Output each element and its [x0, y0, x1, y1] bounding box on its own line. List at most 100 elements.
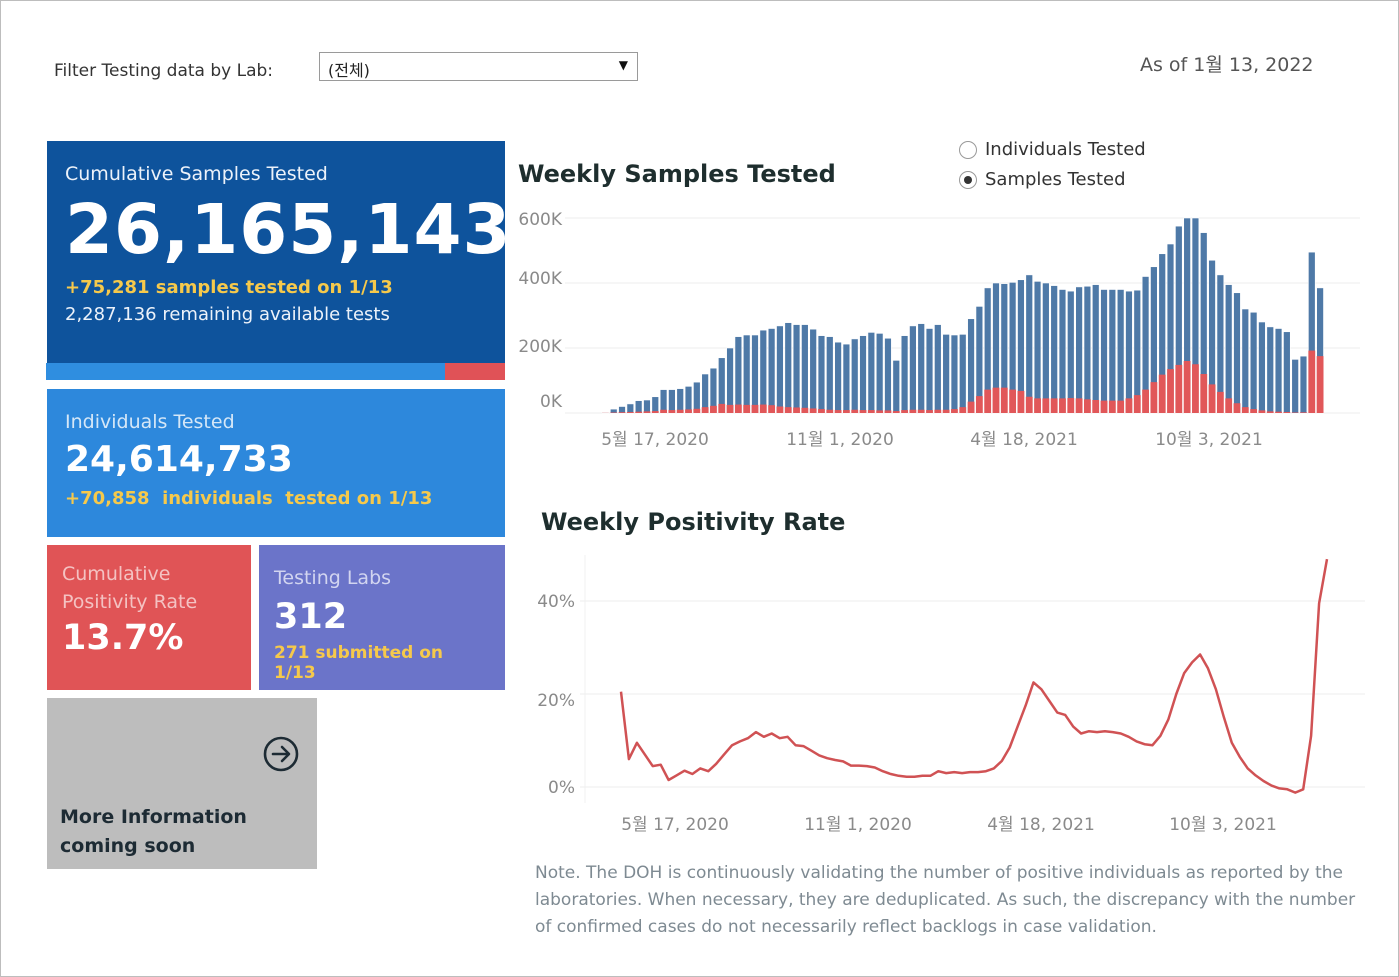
samples-bar[interactable] [1233, 292, 1241, 414]
positive-bar[interactable] [743, 404, 751, 413]
samples-bar[interactable] [875, 333, 884, 414]
samples-bar[interactable] [851, 338, 859, 414]
positive-bar[interactable] [1059, 398, 1066, 413]
samples-bar[interactable] [900, 335, 909, 414]
positive-bar[interactable] [843, 410, 850, 413]
positive-bar[interactable] [793, 407, 800, 413]
positive-bar[interactable] [909, 409, 917, 413]
positive-bar[interactable] [685, 409, 692, 413]
positive-bar[interactable] [776, 406, 784, 414]
positive-bar[interactable] [917, 409, 925, 413]
samples-bar[interactable] [801, 324, 809, 414]
dropdown-arrow-icon[interactable]: ▼ [618, 58, 628, 72]
samples-bar[interactable] [1075, 286, 1083, 414]
samples-bar[interactable] [1283, 331, 1291, 414]
positive-bar[interactable] [1308, 350, 1316, 413]
positive-bar[interactable] [626, 412, 634, 413]
samples-bar[interactable] [1125, 290, 1133, 414]
positive-bar[interactable] [1150, 382, 1158, 413]
positive-bar[interactable] [726, 404, 734, 413]
samples-bar[interactable] [1100, 289, 1108, 414]
positive-bar[interactable] [1216, 391, 1224, 413]
more-information-card[interactable]: More Information coming soon [47, 698, 317, 869]
samples-bar[interactable] [776, 325, 784, 414]
positive-bar[interactable] [1067, 398, 1075, 413]
positive-bar[interactable] [751, 404, 759, 413]
positive-bar[interactable] [718, 403, 726, 413]
positive-bar[interactable] [1266, 411, 1274, 413]
radio-unselected-icon[interactable] [959, 140, 977, 159]
samples-bar[interactable] [1274, 328, 1283, 414]
samples-bar[interactable] [792, 324, 801, 414]
positive-bar[interactable] [867, 410, 875, 413]
positive-bar[interactable] [768, 405, 776, 413]
positive-bar[interactable] [618, 412, 626, 413]
positive-bar[interactable] [1316, 356, 1324, 413]
positive-bar[interactable] [1042, 398, 1050, 413]
positive-bar[interactable] [635, 411, 643, 413]
samples-bar[interactable] [1116, 289, 1125, 414]
positive-bar[interactable] [884, 410, 892, 413]
positive-bar[interactable] [876, 410, 884, 413]
positive-bar[interactable] [801, 407, 809, 413]
samples-bar[interactable] [1258, 321, 1266, 414]
positive-bar[interactable] [942, 409, 950, 413]
radio-individuals-tested[interactable]: Individuals Tested [959, 139, 1146, 160]
positive-bar[interactable] [759, 404, 767, 413]
samples-bar[interactable] [1266, 326, 1274, 414]
positive-bar[interactable] [1200, 374, 1208, 413]
samples-bar[interactable] [967, 318, 975, 414]
positive-bar[interactable] [1250, 409, 1258, 413]
positive-bar[interactable] [1133, 395, 1141, 413]
positive-bar[interactable] [1100, 400, 1108, 413]
positive-bar[interactable] [1025, 396, 1033, 413]
samples-bar[interactable] [1025, 274, 1033, 414]
positive-bar[interactable] [734, 404, 742, 413]
samples-bar[interactable] [959, 334, 967, 414]
positive-bar[interactable] [1233, 403, 1241, 413]
positive-bar[interactable] [1050, 398, 1058, 413]
samples-bar[interactable] [1299, 355, 1308, 414]
samples-bar[interactable] [651, 396, 659, 414]
samples-bar[interactable] [925, 328, 934, 414]
positive-bar[interactable] [892, 411, 900, 413]
samples-bar[interactable] [809, 328, 817, 414]
positive-bar[interactable] [701, 407, 709, 413]
samples-bar[interactable] [1291, 359, 1299, 414]
samples-bar[interactable] [1241, 308, 1250, 414]
positive-bar[interactable] [859, 410, 867, 413]
samples-bar[interactable] [942, 334, 950, 414]
positive-bar[interactable] [1092, 400, 1100, 413]
positive-bar[interactable] [809, 408, 817, 413]
samples-bar[interactable] [643, 399, 651, 414]
samples-bar[interactable] [1050, 285, 1058, 414]
samples-bar[interactable] [751, 334, 759, 414]
positive-bar[interactable] [1208, 384, 1216, 413]
samples-bar[interactable] [1083, 285, 1092, 414]
positive-bar[interactable] [676, 409, 684, 413]
samples-bar[interactable] [784, 322, 792, 414]
samples-bar[interactable] [834, 341, 842, 414]
samples-bar[interactable] [659, 389, 668, 414]
samples-bar[interactable] [1058, 289, 1067, 414]
positive-bar[interactable] [901, 410, 908, 413]
radio-selected-icon[interactable] [959, 170, 977, 189]
samples-bar[interactable] [767, 328, 776, 414]
positive-bar[interactable] [1000, 387, 1008, 413]
positive-bar[interactable] [643, 411, 651, 413]
positive-bar[interactable] [1167, 369, 1174, 413]
positive-bar[interactable] [959, 407, 967, 413]
samples-bar[interactable] [726, 347, 734, 414]
positive-bar[interactable] [710, 405, 717, 413]
positive-bar[interactable] [1142, 389, 1149, 413]
positive-bar[interactable] [1009, 389, 1017, 413]
samples-bar[interactable] [734, 336, 743, 414]
samples-bar[interactable] [909, 325, 917, 414]
arrow-right-circle-icon[interactable] [263, 736, 299, 772]
samples-bar[interactable] [1092, 284, 1100, 414]
positive-bar[interactable] [1300, 412, 1307, 413]
positive-bar[interactable] [1108, 400, 1116, 413]
samples-bar[interactable] [693, 381, 701, 414]
positive-bar[interactable] [1075, 398, 1083, 413]
positive-bar[interactable] [984, 389, 992, 413]
